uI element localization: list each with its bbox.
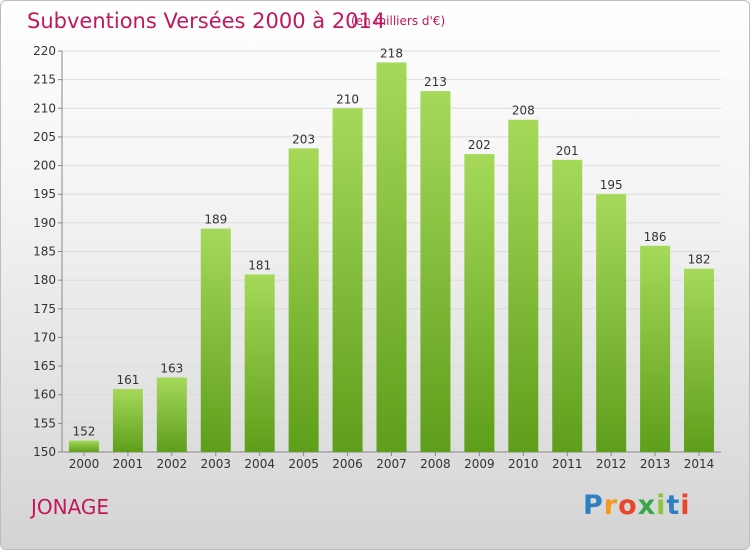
logo-letter: t <box>666 490 681 521</box>
bar <box>552 159 583 453</box>
x-tick-label: 2003 <box>200 457 231 471</box>
bar <box>288 148 319 452</box>
bar <box>200 228 231 452</box>
bar-value-label: 163 <box>160 362 183 376</box>
city-name: JONAGE <box>31 495 110 519</box>
x-tick-label: 2007 <box>376 457 407 471</box>
bar <box>112 388 143 452</box>
logo-letter: x <box>637 490 657 521</box>
x-tick-label: 2001 <box>113 457 144 471</box>
y-tick-label: 150 <box>33 445 56 459</box>
bar-value-label: 181 <box>248 258 271 272</box>
bar-value-label: 210 <box>336 92 359 106</box>
bar-value-label: 218 <box>380 46 403 60</box>
y-tick-label: 165 <box>33 359 56 373</box>
bar-value-label: 208 <box>512 104 535 118</box>
logo-letter: o <box>618 490 638 521</box>
chart-unit-label: (en milliers d'€) <box>351 14 446 28</box>
logo-letter: r <box>603 490 619 521</box>
bar <box>332 108 363 453</box>
y-tick-label: 215 <box>33 73 56 87</box>
bar-value-label: 189 <box>204 213 227 227</box>
bar-value-label: 203 <box>292 132 315 146</box>
bar <box>508 119 539 452</box>
y-tick-label: 160 <box>33 388 56 402</box>
x-tick-label: 2002 <box>157 457 188 471</box>
bar-value-label: 161 <box>116 373 139 387</box>
x-tick-label: 2004 <box>244 457 275 471</box>
y-tick-label: 180 <box>33 273 56 287</box>
bar <box>684 268 715 452</box>
x-tick-label: 2011 <box>552 457 583 471</box>
chart-title: Subventions Versées 2000 à 2014 <box>27 9 386 33</box>
x-tick-label: 2013 <box>640 457 671 471</box>
y-tick-label: 200 <box>33 159 56 173</box>
x-tick-label: 2009 <box>464 457 495 471</box>
bar <box>156 377 187 452</box>
x-tick-label: 2012 <box>596 457 627 471</box>
y-tick-label: 155 <box>33 416 56 430</box>
logo-letter: i <box>656 490 667 521</box>
y-tick-label: 185 <box>33 245 56 259</box>
bar <box>640 245 671 452</box>
bar <box>596 194 627 452</box>
logo-letter: P <box>583 490 604 521</box>
bar <box>68 440 99 452</box>
bar <box>244 274 275 452</box>
bar <box>420 91 451 452</box>
x-tick-label: 2005 <box>288 457 319 471</box>
bar-value-label: 201 <box>556 144 579 158</box>
x-tick-label: 2010 <box>508 457 539 471</box>
proxiti-logo: Proxiti <box>583 490 691 521</box>
bar-value-label: 195 <box>600 178 623 192</box>
y-tick-label: 170 <box>33 330 56 344</box>
x-tick-label: 2014 <box>684 457 715 471</box>
y-tick-label: 175 <box>33 302 56 316</box>
y-tick-label: 190 <box>33 216 56 230</box>
bar-value-label: 213 <box>424 75 447 89</box>
y-tick-label: 220 <box>33 44 56 58</box>
bar-value-label: 202 <box>468 138 491 152</box>
x-tick-label: 2006 <box>332 457 363 471</box>
bar <box>376 62 407 452</box>
y-tick-label: 205 <box>33 130 56 144</box>
bar-value-label: 186 <box>644 230 667 244</box>
bar <box>464 154 495 452</box>
y-tick-label: 195 <box>33 187 56 201</box>
x-tick-label: 2000 <box>69 457 100 471</box>
x-tick-label: 2008 <box>420 457 451 471</box>
logo-letter: i <box>680 490 691 521</box>
y-tick-label: 210 <box>33 101 56 115</box>
bar-value-label: 152 <box>73 425 96 439</box>
bar-value-label: 182 <box>688 253 711 267</box>
